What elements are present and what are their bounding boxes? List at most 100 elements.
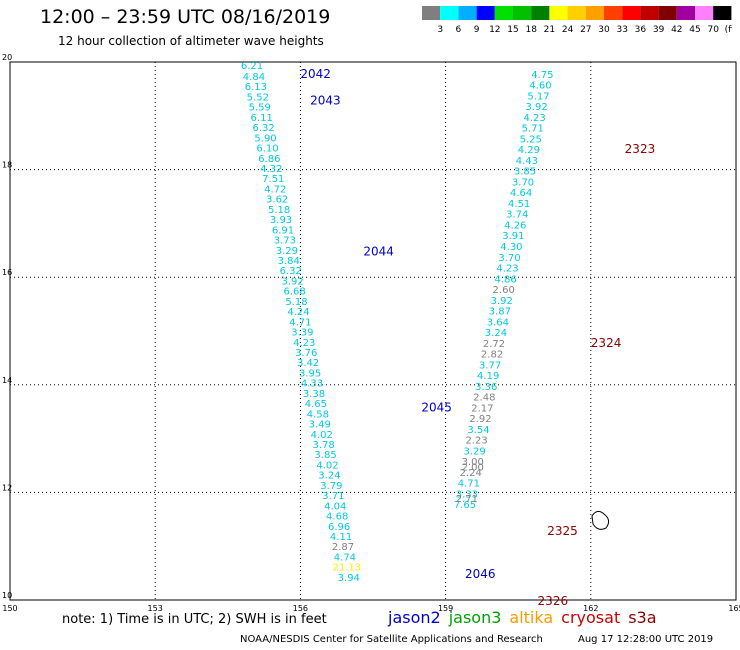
wave-height-point: 3.93 bbox=[270, 215, 292, 226]
wave-height-point: 6.86 bbox=[258, 154, 280, 165]
y-tick-label: 16 bbox=[2, 268, 12, 277]
wave-height-point: 5.18 bbox=[268, 205, 290, 216]
wave-height-point: 3.49 bbox=[309, 420, 331, 431]
wave-height-point: 3.74 bbox=[506, 210, 528, 221]
wave-height-point: 5.71 bbox=[522, 124, 544, 135]
colorbar-label: 39 bbox=[653, 25, 665, 35]
wave-height-point: 3.33 bbox=[456, 489, 478, 500]
wave-height-point: 3.39 bbox=[291, 328, 313, 339]
wave-height-point: 6.68 bbox=[283, 287, 305, 298]
colorbar-swatch bbox=[604, 6, 623, 20]
x-tick-label: 162 bbox=[583, 604, 598, 613]
wave-height-point: 2.24 bbox=[460, 468, 482, 479]
wave-height-point: 6.21 bbox=[241, 61, 263, 72]
wave-height-point: 4.64 bbox=[510, 188, 532, 199]
wave-height-point: 4.04 bbox=[324, 501, 346, 512]
wave-height-point: 3.71 bbox=[322, 491, 344, 502]
colorbar-swatch bbox=[494, 6, 513, 20]
track-label: 2043 bbox=[310, 94, 341, 108]
wave-height-point: 3.84 bbox=[278, 256, 300, 267]
wave-height-point: 3.62 bbox=[266, 195, 288, 206]
wave-height-point: 4.26 bbox=[504, 220, 526, 231]
legend-altika: altika bbox=[509, 608, 554, 627]
wave-height-point: 7.51 bbox=[262, 174, 284, 185]
wave-height-point: 4.68 bbox=[326, 512, 348, 523]
colorbar-label: 6 bbox=[456, 25, 462, 35]
wave-height-point: 4.72 bbox=[264, 184, 286, 195]
y-tick-label: 20 bbox=[2, 53, 12, 62]
wave-height-point: 4.23 bbox=[524, 113, 546, 124]
x-tick-label: 159 bbox=[438, 604, 453, 613]
wave-height-point: 4.58 bbox=[307, 409, 329, 420]
wave-height-point: 5.59 bbox=[249, 103, 271, 114]
wave-height-point: 7.65 bbox=[454, 500, 476, 511]
wave-height-point: 5.17 bbox=[527, 91, 549, 102]
colorbar-label: 18 bbox=[525, 25, 537, 35]
wave-height-point: 5.90 bbox=[254, 133, 276, 144]
wave-height-point: 4.19 bbox=[477, 371, 499, 382]
wave-height-point: 3.91 bbox=[502, 231, 524, 242]
wave-height-point: 3.29 bbox=[276, 246, 298, 257]
island-outline bbox=[591, 510, 610, 530]
wave-height-point: 3.29 bbox=[464, 446, 486, 457]
wave-height-point: 6.32 bbox=[252, 123, 274, 134]
wave-height-point: 3.54 bbox=[467, 425, 489, 436]
y-tick-label: 14 bbox=[2, 376, 12, 385]
track-label: 2045 bbox=[421, 400, 452, 414]
y-tick-label: 12 bbox=[2, 483, 12, 492]
colorbar-label: 30 bbox=[598, 25, 610, 35]
wave-height-point: 3.92 bbox=[525, 102, 547, 113]
wave-height-point: 2.71 bbox=[456, 494, 478, 505]
wave-height-point: 3.24 bbox=[485, 328, 507, 339]
wave-height-point: 6.91 bbox=[272, 225, 294, 236]
wave-height-point: 3.94 bbox=[338, 573, 360, 584]
wave-height-point: 2.23 bbox=[465, 436, 487, 447]
colorbar-swatch bbox=[549, 6, 568, 20]
wave-height-point: 2.48 bbox=[473, 393, 495, 404]
wave-height-point: 4.43 bbox=[516, 156, 538, 167]
wave-height-point: 4.30 bbox=[500, 242, 522, 253]
plot-frame bbox=[9, 61, 737, 601]
wave-height-point: 3.85 bbox=[314, 450, 336, 461]
colorbar-swatch bbox=[676, 6, 695, 20]
wave-height-point: 4.23 bbox=[496, 264, 518, 275]
wave-height-point: 4.02 bbox=[311, 430, 333, 441]
wave-height-point: 3.85 bbox=[514, 167, 536, 178]
track-label: 2042 bbox=[300, 67, 331, 81]
colorbar-label: 24 bbox=[562, 25, 574, 35]
wave-height-point: 3.70 bbox=[498, 253, 520, 264]
wave-height-point: 4.75 bbox=[531, 70, 553, 81]
colorbar-label: 3 bbox=[437, 25, 443, 35]
colorbar-label: (ft) bbox=[725, 25, 732, 35]
y-tick-label: 18 bbox=[2, 161, 12, 170]
colorbar-swatch bbox=[713, 6, 732, 20]
satellite-legend: jason2 jason3 altika cryosat s3a bbox=[388, 608, 665, 627]
wave-height-point: 21.13 bbox=[333, 563, 362, 574]
wave-height-point: 2.72 bbox=[483, 339, 505, 350]
wave-height-point: 4.33 bbox=[301, 379, 323, 390]
wave-height-point: 4.51 bbox=[508, 199, 530, 210]
wave-height-point: 3.92 bbox=[491, 296, 513, 307]
legend-cryosat: cryosat bbox=[561, 608, 621, 627]
colorbar-label: 45 bbox=[689, 25, 700, 35]
colorbar-swatch bbox=[531, 6, 550, 20]
x-tick-label: 150 bbox=[2, 604, 17, 613]
track-label: 2323 bbox=[625, 142, 656, 156]
colorbar-label: 42 bbox=[671, 25, 682, 35]
wave-height-point: 6.32 bbox=[280, 266, 302, 277]
wave-height-point: 4.84 bbox=[243, 72, 265, 83]
footnote: note: 1) Time is in UTC; 2) SWH is in fe… bbox=[62, 612, 327, 627]
wave-height-point: 3.73 bbox=[274, 236, 296, 247]
colorbar-label: 70 bbox=[707, 25, 719, 35]
colorbar-label: 12 bbox=[489, 25, 500, 35]
wave-height-point: 4.71 bbox=[458, 479, 480, 490]
colorbar-swatch bbox=[622, 6, 641, 20]
wave-height-point: 2.87 bbox=[332, 542, 354, 553]
wave-height-point: 3.92 bbox=[282, 276, 304, 287]
chart-subtitle: 12 hour collection of altimeter wave hei… bbox=[58, 34, 324, 48]
wave-height-point: 4.24 bbox=[287, 307, 309, 318]
wave-height-point: 4.65 bbox=[305, 399, 327, 410]
wave-height-point: 6.96 bbox=[328, 522, 350, 533]
wave-height-point: 4.02 bbox=[316, 460, 338, 471]
colorbar-label: 9 bbox=[474, 25, 480, 35]
